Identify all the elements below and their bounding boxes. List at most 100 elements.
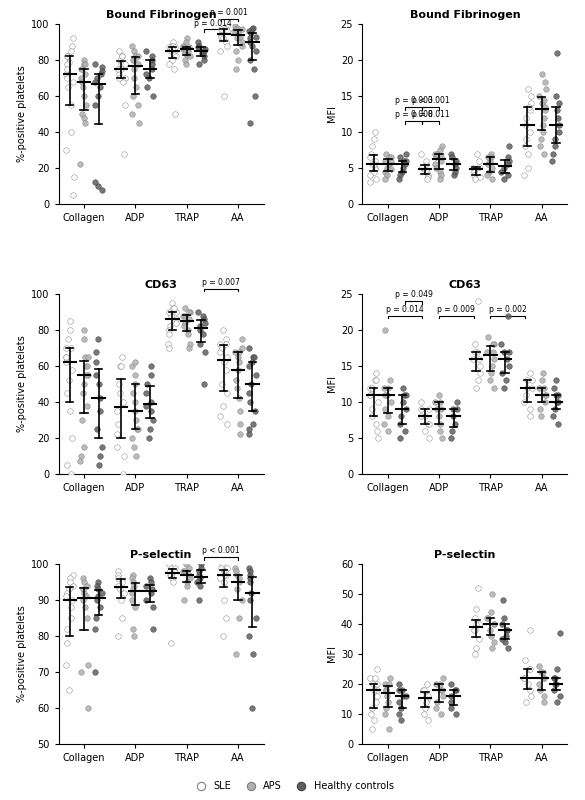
Point bbox=[499, 345, 508, 358]
Point bbox=[218, 32, 228, 45]
Point bbox=[422, 690, 431, 702]
Point bbox=[180, 54, 190, 66]
Title: P-selectin: P-selectin bbox=[130, 550, 192, 561]
Point bbox=[78, 572, 88, 585]
Point bbox=[490, 381, 499, 394]
Point bbox=[250, 405, 259, 418]
Point bbox=[422, 172, 432, 185]
Point bbox=[94, 576, 103, 589]
Point bbox=[219, 576, 229, 589]
Point bbox=[540, 94, 549, 106]
Point bbox=[371, 366, 381, 379]
Point bbox=[61, 350, 71, 363]
Point bbox=[373, 662, 382, 675]
Point bbox=[222, 363, 231, 376]
Point bbox=[446, 696, 456, 709]
Point bbox=[147, 582, 157, 595]
Point bbox=[450, 418, 459, 430]
Point bbox=[550, 672, 560, 685]
Point bbox=[79, 576, 88, 589]
Point bbox=[535, 683, 544, 696]
Point bbox=[229, 25, 239, 38]
Point bbox=[370, 374, 380, 386]
Point bbox=[538, 374, 547, 386]
Text: p = 0.009: p = 0.009 bbox=[438, 305, 475, 314]
Point bbox=[98, 586, 107, 599]
Point bbox=[380, 323, 390, 336]
Point bbox=[230, 562, 240, 574]
Point bbox=[114, 72, 123, 85]
Point bbox=[148, 90, 157, 102]
Point bbox=[555, 626, 565, 639]
Point bbox=[366, 169, 375, 182]
Point bbox=[67, 432, 77, 445]
Point bbox=[147, 58, 156, 70]
Point bbox=[146, 396, 156, 408]
Point bbox=[504, 158, 513, 170]
Point bbox=[438, 690, 448, 702]
Point bbox=[178, 39, 188, 52]
Text: p = 0.001: p = 0.001 bbox=[211, 8, 248, 17]
Point bbox=[178, 565, 188, 578]
Point bbox=[436, 150, 446, 164]
Point bbox=[62, 50, 71, 63]
Point bbox=[195, 39, 204, 52]
Point bbox=[384, 678, 394, 690]
Point bbox=[501, 630, 511, 642]
Point bbox=[536, 666, 546, 678]
Point bbox=[199, 54, 208, 66]
Point bbox=[246, 32, 255, 45]
Point bbox=[367, 140, 377, 153]
Point bbox=[194, 58, 203, 70]
Point bbox=[127, 572, 136, 585]
Point bbox=[446, 432, 456, 445]
Point bbox=[64, 683, 73, 696]
Point bbox=[446, 690, 456, 702]
Point bbox=[497, 633, 507, 646]
Point bbox=[552, 396, 562, 408]
Point bbox=[245, 386, 254, 399]
Point bbox=[67, 594, 77, 606]
Point bbox=[487, 366, 496, 379]
Point bbox=[525, 366, 535, 379]
Point bbox=[113, 441, 122, 454]
Point bbox=[500, 636, 510, 649]
Point bbox=[115, 54, 124, 66]
Point bbox=[130, 62, 139, 75]
Point bbox=[400, 388, 409, 401]
Point bbox=[447, 147, 456, 160]
Point bbox=[97, 183, 106, 196]
Point bbox=[438, 672, 448, 685]
Point bbox=[148, 50, 157, 63]
Point bbox=[424, 170, 433, 183]
Point bbox=[147, 54, 156, 66]
Point bbox=[215, 410, 225, 422]
Point bbox=[66, 405, 75, 418]
Point bbox=[470, 166, 479, 178]
Point bbox=[423, 714, 432, 726]
Point bbox=[98, 441, 107, 454]
Point bbox=[435, 424, 445, 437]
Point bbox=[369, 683, 378, 696]
Point bbox=[244, 342, 253, 354]
Point bbox=[521, 696, 531, 709]
Point bbox=[118, 350, 127, 363]
Point bbox=[486, 606, 495, 618]
Point bbox=[488, 345, 498, 358]
Point bbox=[451, 683, 460, 696]
Point bbox=[83, 350, 92, 363]
Point bbox=[553, 104, 562, 117]
Point bbox=[144, 72, 153, 85]
Point bbox=[233, 363, 242, 376]
Point bbox=[183, 32, 192, 45]
Point bbox=[424, 690, 433, 702]
Point bbox=[372, 690, 381, 702]
Point bbox=[452, 708, 461, 721]
Point bbox=[499, 162, 508, 174]
Point bbox=[418, 683, 428, 696]
Point bbox=[489, 618, 498, 630]
Point bbox=[181, 58, 191, 70]
Point bbox=[219, 356, 228, 369]
Point bbox=[61, 144, 71, 157]
Point bbox=[142, 579, 151, 592]
